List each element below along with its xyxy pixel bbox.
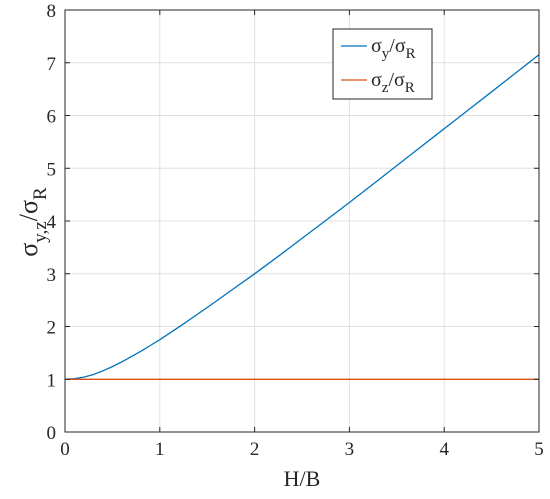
y-tick-label: 1 [47,370,57,391]
y-tick-label: 5 [47,159,57,180]
series-line-0 [64,54,540,380]
grid-lines [64,9,540,433]
y-label-subscript: y,z [30,221,51,242]
y-tick-label: 6 [47,107,57,128]
y-tick-label: 0 [47,423,57,444]
x-tick-label: 0 [60,439,70,460]
x-tick-label: 4 [439,439,449,460]
legend-label-sigma-z: σz/σR [371,69,415,96]
y-label-slash: / [14,213,43,221]
legend: σy/σR σz/σR [332,28,433,100]
y-tick-label: 2 [47,318,57,339]
legend-box [332,28,433,100]
x-tick-label: 5 [534,439,544,460]
series-layer [64,54,540,380]
y-tick-label: 8 [47,1,57,22]
x-tick-label: 1 [155,439,165,460]
tick-marks [64,9,540,433]
tick-labels: 0 1 2 3 4 5 0 1 2 3 4 5 6 7 8 [47,1,544,460]
x-tick-label: 2 [250,439,260,460]
y-tick-label: 4 [47,212,57,233]
y-label-sigma: σ [14,243,43,257]
y-tick-label: 3 [47,265,57,286]
x-axis-label: H/B [284,466,321,491]
y-label-denominator: σ [14,200,43,214]
y-label-denominator-subscript: R [30,187,51,200]
x-tick-label: 3 [345,439,355,460]
y-tick-label: 7 [47,54,57,75]
legend-label-sigma-y: σy/σR [371,35,416,62]
y-axis-label: σy,z/σR [14,187,51,257]
